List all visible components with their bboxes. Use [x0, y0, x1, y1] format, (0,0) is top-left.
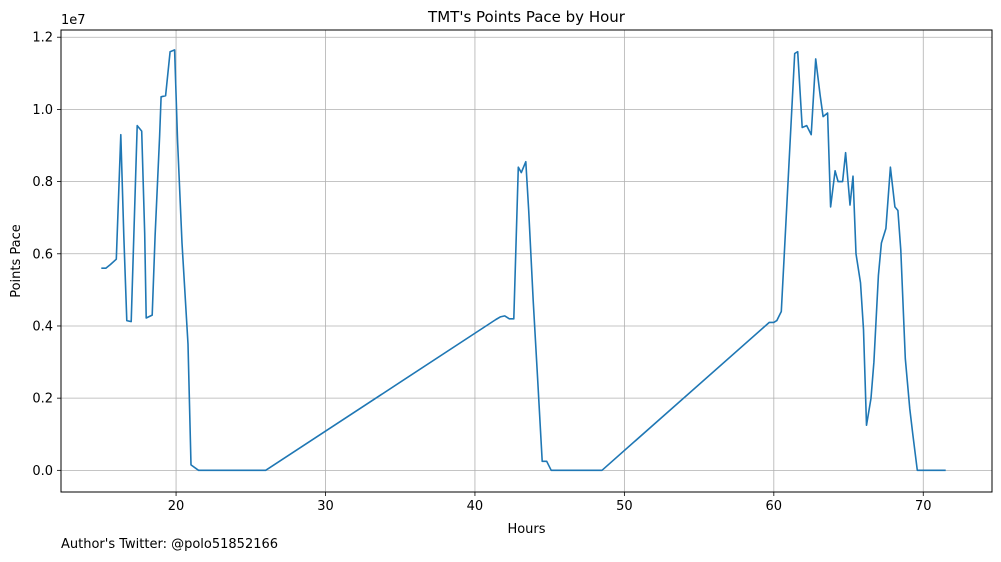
- y-tick-label: 0.4: [32, 319, 53, 334]
- x-tick-label: 40: [467, 499, 484, 514]
- chart-title: TMT's Points Pace by Hour: [427, 8, 626, 26]
- x-tick-label: 20: [168, 499, 185, 514]
- x-tick-label: 60: [766, 499, 783, 514]
- x-tick-label: 70: [915, 499, 932, 514]
- plot-area-frame: [60, 29, 993, 493]
- y-tick-label: 1.2: [32, 31, 53, 46]
- y-axis-offset-label: 1e7: [61, 13, 86, 28]
- x-tick-label: 30: [317, 499, 334, 514]
- y-tick-label: 1.0: [32, 103, 53, 118]
- x-axis-ticks: 20 30 40 50 60 70: [168, 492, 932, 514]
- series-line-points-pace: [101, 49, 946, 472]
- author-footnote: Author's Twitter: @polo51852166: [61, 537, 279, 552]
- y-tick-label: 0.2: [32, 392, 53, 407]
- grid-lines: [61, 30, 992, 492]
- y-tick-label: 0.6: [32, 247, 53, 262]
- y-tick-label: 0.8: [32, 175, 53, 190]
- y-tick-label: 0.0: [32, 464, 53, 479]
- x-tick-label: 50: [616, 499, 633, 514]
- y-axis-ticks: 0.0 0.2 0.4 0.6 0.8 1.0 1.2: [32, 31, 61, 479]
- x-axis-label: Hours: [507, 522, 545, 537]
- y-axis-label: Points Pace: [9, 224, 24, 298]
